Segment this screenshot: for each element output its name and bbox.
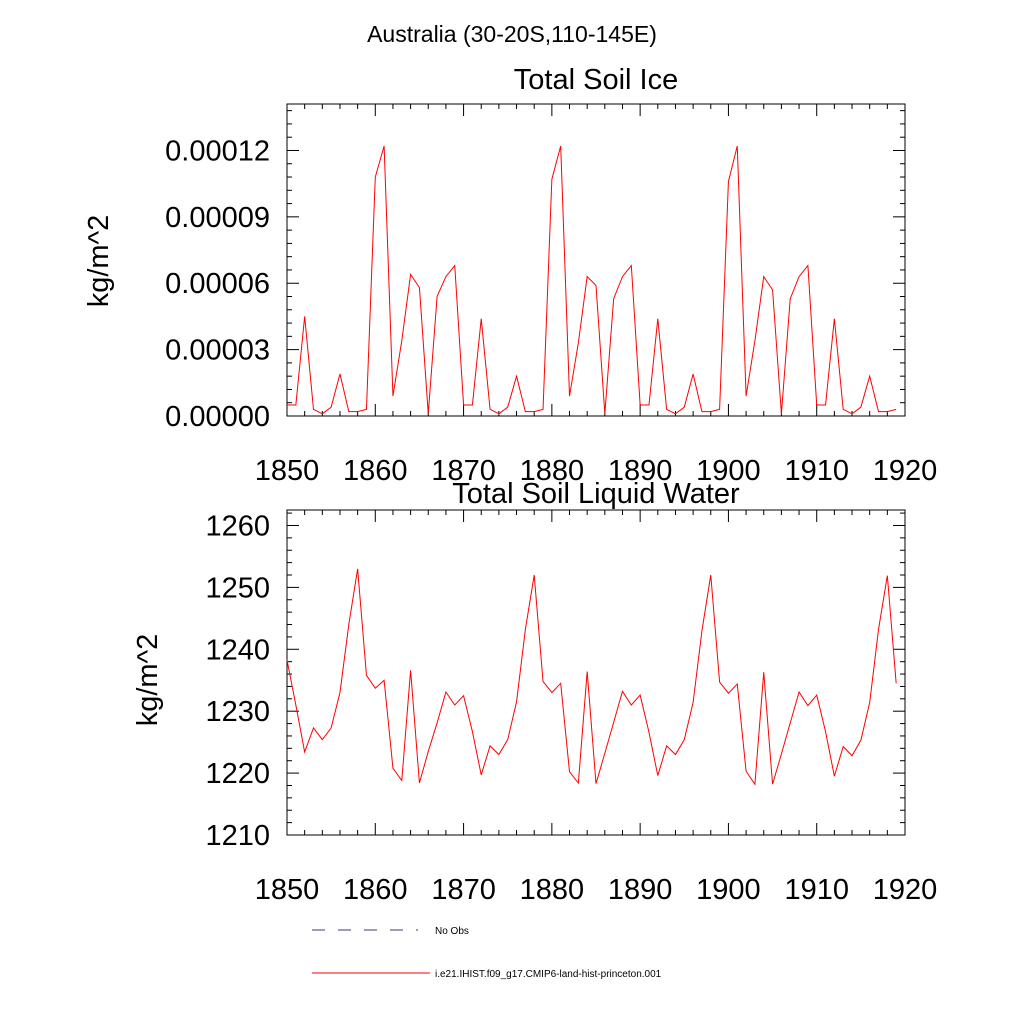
- legend: No Obs i.e21.IHIST.f09_g17.CMIP6-land-hi…: [312, 926, 662, 980]
- x-tick-label: 1920: [873, 874, 938, 906]
- y-tick-label: 1250: [205, 572, 270, 604]
- x-tick-label: 1850: [255, 455, 320, 487]
- x-tick-label: 1900: [696, 874, 761, 906]
- panel-title: Total Soil Liquid Water: [452, 478, 740, 510]
- x-tick-label: 1900: [696, 455, 761, 487]
- y-tick-label: 1260: [205, 510, 270, 542]
- y-tick-label: 1240: [205, 634, 270, 666]
- plot-frame: [286, 509, 906, 836]
- x-tick-label: 1910: [784, 455, 849, 487]
- x-tick-label: 1860: [343, 455, 408, 487]
- y-tick-label: 0.00003: [165, 335, 270, 367]
- y-tick-label: 0.00012: [165, 135, 270, 167]
- legend-label-no-obs: No Obs: [435, 926, 469, 937]
- y-axis-label: kg/m^2: [83, 215, 115, 308]
- y-axis-label: kg/m^2: [132, 634, 164, 727]
- y-tick-label: 1220: [205, 758, 270, 790]
- x-tick-label: 1860: [343, 874, 408, 906]
- legend-label-model: i.e21.IHIST.f09_g17.CMIP6-land-hist-prin…: [435, 969, 662, 980]
- x-tick-label: 1890: [608, 874, 673, 906]
- x-tick-label: 1890: [608, 455, 673, 487]
- x-tick-label: 1880: [520, 874, 585, 906]
- x-tick-label: 1870: [431, 455, 496, 487]
- y-tick-label: 1230: [205, 696, 270, 728]
- y-tick-label: 0.00009: [165, 202, 270, 234]
- series-line: [286, 568, 897, 786]
- panel-total-soil-ice: Total Soil Ice kg/m^2 1850 1860 1870 1880 18…: [83, 64, 937, 487]
- plot-area: 1850 1860 1870 1880 1890 1900 1910 1920 1210 1220…: [205, 509, 938, 906]
- plot-area: 1850 1860 1870 1880 1890 1900 1910 1920 0.00000 0…: [165, 103, 938, 487]
- y-tick-label: 0.00006: [165, 268, 270, 300]
- plot-frame: [286, 103, 906, 417]
- y-tick-label: 0.00000: [165, 401, 270, 433]
- series-line: [287, 145, 897, 415]
- figure-suptitle: Australia (30-20S,110-145E): [367, 21, 657, 47]
- x-tick-label: 1880: [520, 455, 585, 487]
- panel-title: Total Soil Ice: [514, 64, 678, 96]
- x-tick-label: 1920: [873, 455, 938, 487]
- panel-total-soil-liquid-water: Total Soil Liquid Water kg/m^2 1850 1860 1…: [132, 478, 937, 906]
- y-tick-label: 1210: [205, 820, 270, 852]
- x-tick-label: 1910: [784, 874, 849, 906]
- x-tick-label: 1850: [255, 874, 320, 906]
- x-tick-label: 1870: [431, 874, 496, 906]
